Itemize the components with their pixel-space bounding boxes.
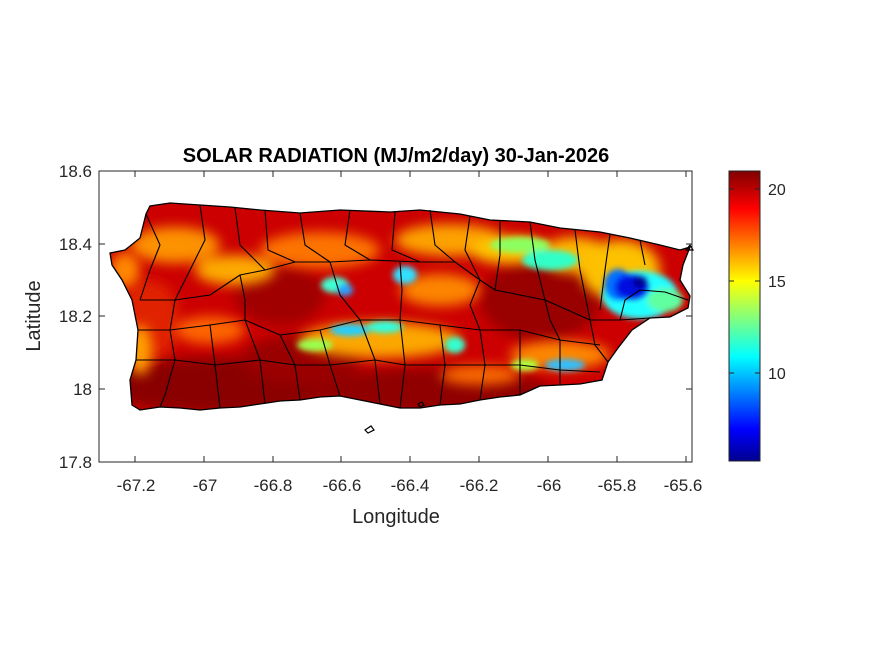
chart-title: SOLAR RADIATION (MJ/m2/day) 30-Jan-2026	[183, 145, 609, 167]
x-tick-label: -65.8	[598, 476, 637, 495]
small-islands	[364, 243, 695, 434]
colorbar-gradient	[728, 170, 761, 462]
colorbar-tick-label: 10	[768, 366, 786, 383]
x-axis-label: Longitude	[352, 506, 440, 528]
x-tick-label: -66.8	[254, 476, 293, 495]
colorbar-tick-label: 20	[768, 182, 786, 199]
colorbar: 20 15 10	[728, 170, 786, 462]
x-tick-label: -66.2	[460, 476, 499, 495]
x-axis: -67.2 -67 -66.8 -66.6 -66.4 -66.2 -66 -6…	[117, 171, 703, 495]
x-tick-label: -66.6	[323, 476, 362, 495]
x-tick-label: -67	[193, 476, 218, 495]
y-axis: 18.6 18.4 18.2 18 17.8	[59, 162, 692, 472]
x-tick-label: -65.6	[664, 476, 703, 495]
y-tick-label: 18.6	[59, 162, 92, 181]
x-tick-label: -66	[537, 476, 562, 495]
y-tick-label: 18	[73, 380, 92, 399]
y-tick-label: 18.4	[59, 235, 92, 254]
y-tick-label: 17.8	[59, 453, 92, 472]
x-tick-label: -66.4	[391, 476, 430, 495]
municipality-borders	[136, 204, 689, 409]
colorbar-tick-label: 15	[768, 274, 786, 291]
solar-radiation-heatmap	[110, 203, 690, 410]
y-axis-label: Latitude	[23, 280, 45, 351]
x-tick-label: -67.2	[117, 476, 156, 495]
y-tick-label: 18.2	[59, 307, 92, 326]
